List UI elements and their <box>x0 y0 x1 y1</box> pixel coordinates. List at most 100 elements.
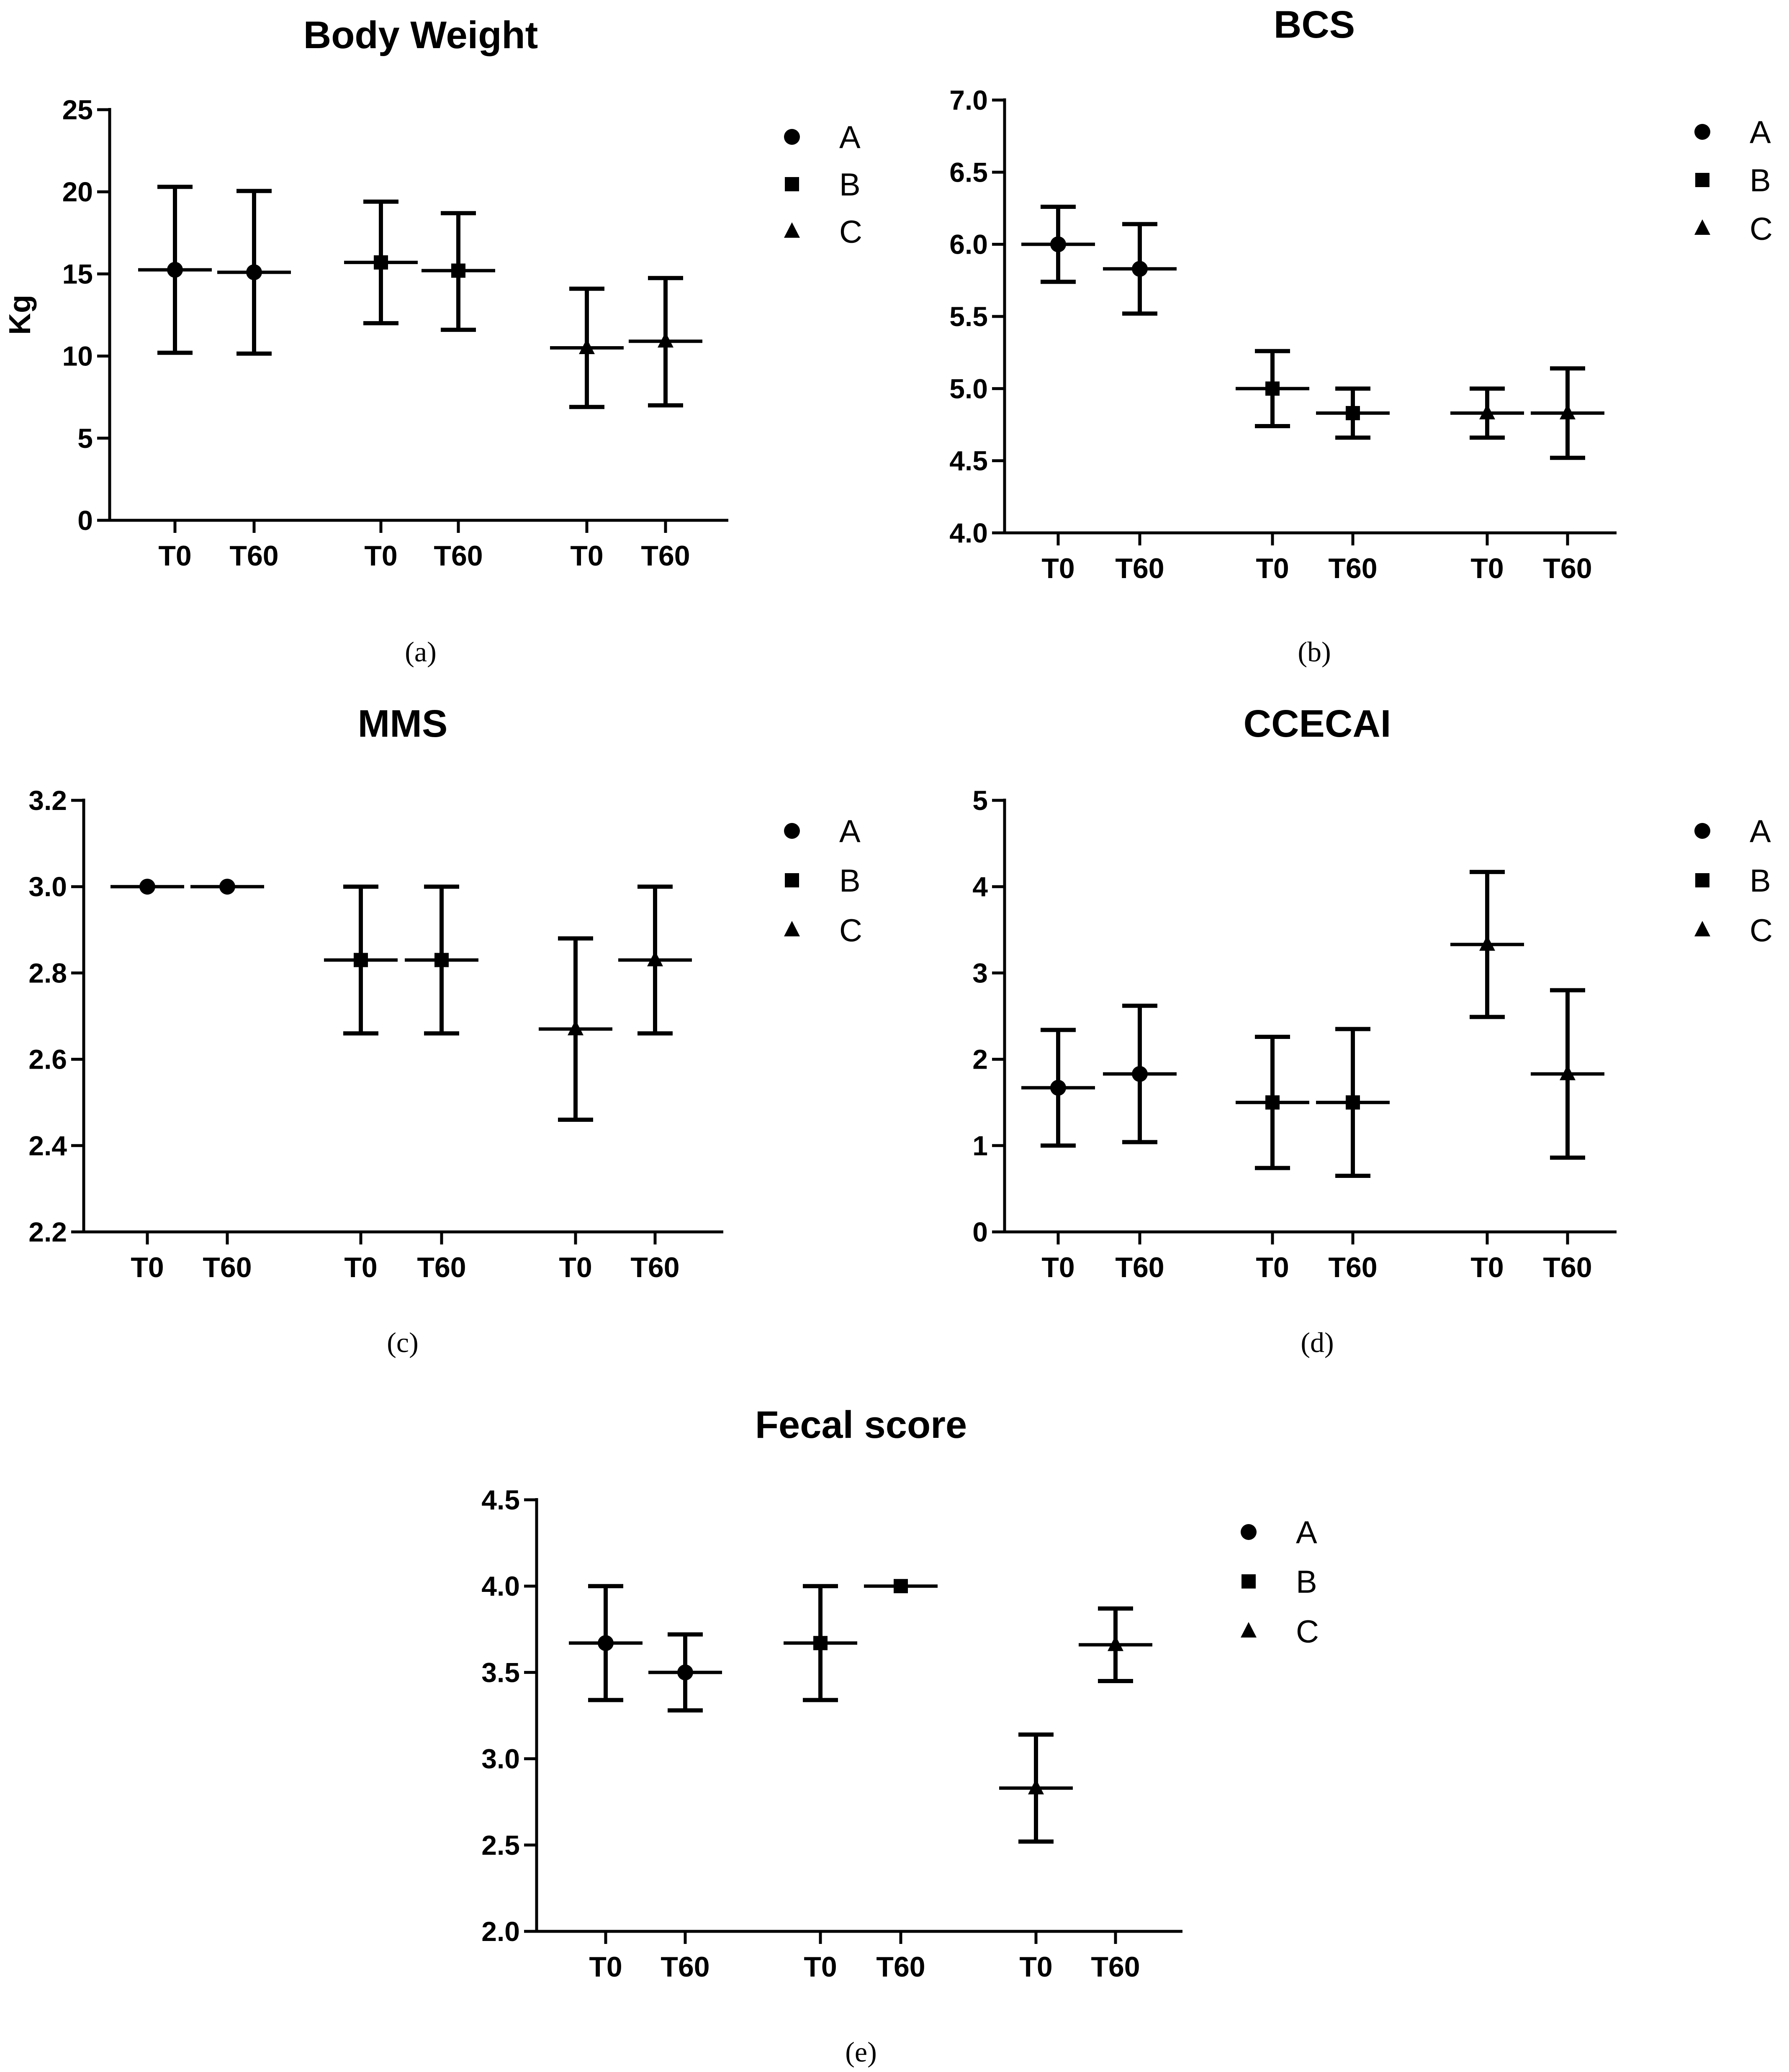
legend-label: A <box>1750 115 1771 150</box>
legend-marker-square <box>1695 873 1709 887</box>
chart-title: BCS <box>1274 3 1355 46</box>
panel-caption: (d) <box>1301 1326 1334 1358</box>
x-tick-label: T60 <box>1091 1951 1140 1983</box>
y-axis-label: Kg <box>3 295 37 335</box>
y-tick-label: 4.0 <box>949 517 988 548</box>
legend-label: C <box>1750 913 1773 949</box>
y-tick-label: 3.0 <box>28 871 67 902</box>
y-tick-label: 2.4 <box>28 1130 67 1161</box>
point-B-T0 <box>1236 1034 1309 1170</box>
legend-marker-circle <box>1694 823 1710 839</box>
point-A-T0 <box>138 185 212 355</box>
x-tick-label: T0 <box>1470 1252 1504 1283</box>
y-tick-label: 1 <box>972 1130 988 1161</box>
point-C-T0 <box>550 286 624 409</box>
marker-triangle <box>1560 404 1576 419</box>
x-tick-label: T60 <box>229 540 278 572</box>
point-C-T60 <box>618 884 692 1036</box>
panel-b: BCS 4.0 4.5 5.0 5.5 6.0 6.5 7.0 T0 T60 T0 T60 T0 T60 A… <box>949 3 1773 668</box>
point-B-T60 <box>405 884 478 1036</box>
y-tick-label: 4.5 <box>949 445 988 476</box>
legend: ABC <box>1694 115 1773 247</box>
y-tick-label: 4.5 <box>481 1484 520 1515</box>
legend-label: B <box>839 167 861 203</box>
panel-d: CCECAI 0 1 2 3 4 5 T0 T60 T0 T60 T0 T60 ABC (d) <box>972 702 1773 1358</box>
point-A-T0 <box>111 879 184 895</box>
point-B-T60 <box>422 211 495 332</box>
point-B-T0 <box>1236 349 1309 428</box>
point-B-T60 <box>1316 1027 1390 1178</box>
legend-label: B <box>1750 163 1771 198</box>
y-tick-label: 3 <box>972 957 988 988</box>
point-C-T60 <box>1531 988 1604 1160</box>
y-tick-label: 5.5 <box>949 301 988 332</box>
legend-label: A <box>1296 1515 1317 1550</box>
y-tick-label: 15 <box>62 258 93 289</box>
legend-label: C <box>1750 211 1773 247</box>
point-C-T60 <box>1531 366 1604 460</box>
x-tick-label: T60 <box>1115 1252 1164 1283</box>
point-A-T60 <box>1103 222 1177 316</box>
y-tick-label: 3.5 <box>481 1657 520 1688</box>
legend-marker-circle <box>784 129 800 145</box>
x-tick-label: T0 <box>804 1951 837 1983</box>
y-tick-label: 2.8 <box>28 957 67 988</box>
marker-circle <box>1050 236 1066 252</box>
point-C-T0 <box>999 1732 1073 1844</box>
legend: ABC <box>1241 1515 1319 1650</box>
point-B-T60 <box>864 1579 938 1594</box>
y-tick-label: 5 <box>972 785 988 816</box>
panel-caption: (e) <box>845 2036 877 2068</box>
x-tick-label: T0 <box>1041 1252 1074 1283</box>
marker-square <box>894 1579 908 1594</box>
legend-marker-triangle <box>1694 921 1710 936</box>
x-tick-label: T60 <box>1543 1252 1592 1283</box>
marker-triangle <box>579 338 595 354</box>
marker-circle <box>139 879 155 895</box>
y-tick-label: 4 <box>972 871 988 902</box>
marker-square <box>1346 1095 1360 1110</box>
y-tick-label: 6.5 <box>949 157 988 188</box>
point-A-T0 <box>569 1584 643 1702</box>
marker-circle <box>219 879 235 895</box>
legend-label: A <box>839 814 861 849</box>
y-tick-label: 7.0 <box>949 85 988 116</box>
legend-marker-circle <box>1241 1524 1257 1540</box>
y-tick-label: 5 <box>77 423 93 454</box>
legend-marker-triangle <box>1694 219 1710 235</box>
marker-circle <box>598 1635 614 1651</box>
panel-caption: (b) <box>1298 636 1331 668</box>
y-tick-label: 2 <box>972 1044 988 1075</box>
marker-triangle <box>1479 935 1495 951</box>
x-tick-label: T0 <box>1019 1951 1052 1983</box>
y-tick-label: 6.0 <box>949 229 988 260</box>
legend-marker-square <box>785 177 799 191</box>
x-tick-label: T0 <box>589 1951 622 1983</box>
marker-circle <box>1132 261 1148 277</box>
y-tick-label: 3.2 <box>28 785 67 816</box>
y-tick-label: 2.5 <box>481 1830 520 1861</box>
x-tick-label: T0 <box>559 1252 592 1283</box>
panel-c: MMS 2.2 2.4 2.6 2.8 3.0 3.2 T0 T60 T0 T60 T0 T60 ABC (… <box>28 702 862 1358</box>
y-tick-label: 25 <box>62 94 93 125</box>
y-tick-label: 4.0 <box>481 1571 520 1602</box>
y-tick-label: 20 <box>62 176 93 207</box>
marker-triangle <box>1479 404 1495 419</box>
y-tick-label: 10 <box>62 341 93 372</box>
legend-marker-triangle <box>784 921 800 936</box>
marker-triangle <box>1560 1064 1576 1080</box>
panel-a: Body Weight 0 5 10 15 20 25 Kg T0 T60 T0 T60 T0 T60 AB… <box>3 14 862 668</box>
legend-label: A <box>1750 814 1771 849</box>
point-B-T0 <box>324 884 398 1036</box>
x-tick-label: T60 <box>203 1252 252 1283</box>
x-tick-label: T0 <box>1041 553 1074 584</box>
legend-label: B <box>1750 863 1771 899</box>
y-tick-label: 2.0 <box>481 1916 520 1947</box>
legend-label: C <box>1296 1614 1319 1650</box>
legend: ABC <box>1694 814 1773 949</box>
legend-marker-circle <box>1694 124 1710 140</box>
point-C-T0 <box>539 936 612 1122</box>
point-C-T0 <box>1450 870 1524 1019</box>
point-C-T60 <box>1079 1606 1152 1684</box>
x-tick-label: T0 <box>1256 553 1289 584</box>
